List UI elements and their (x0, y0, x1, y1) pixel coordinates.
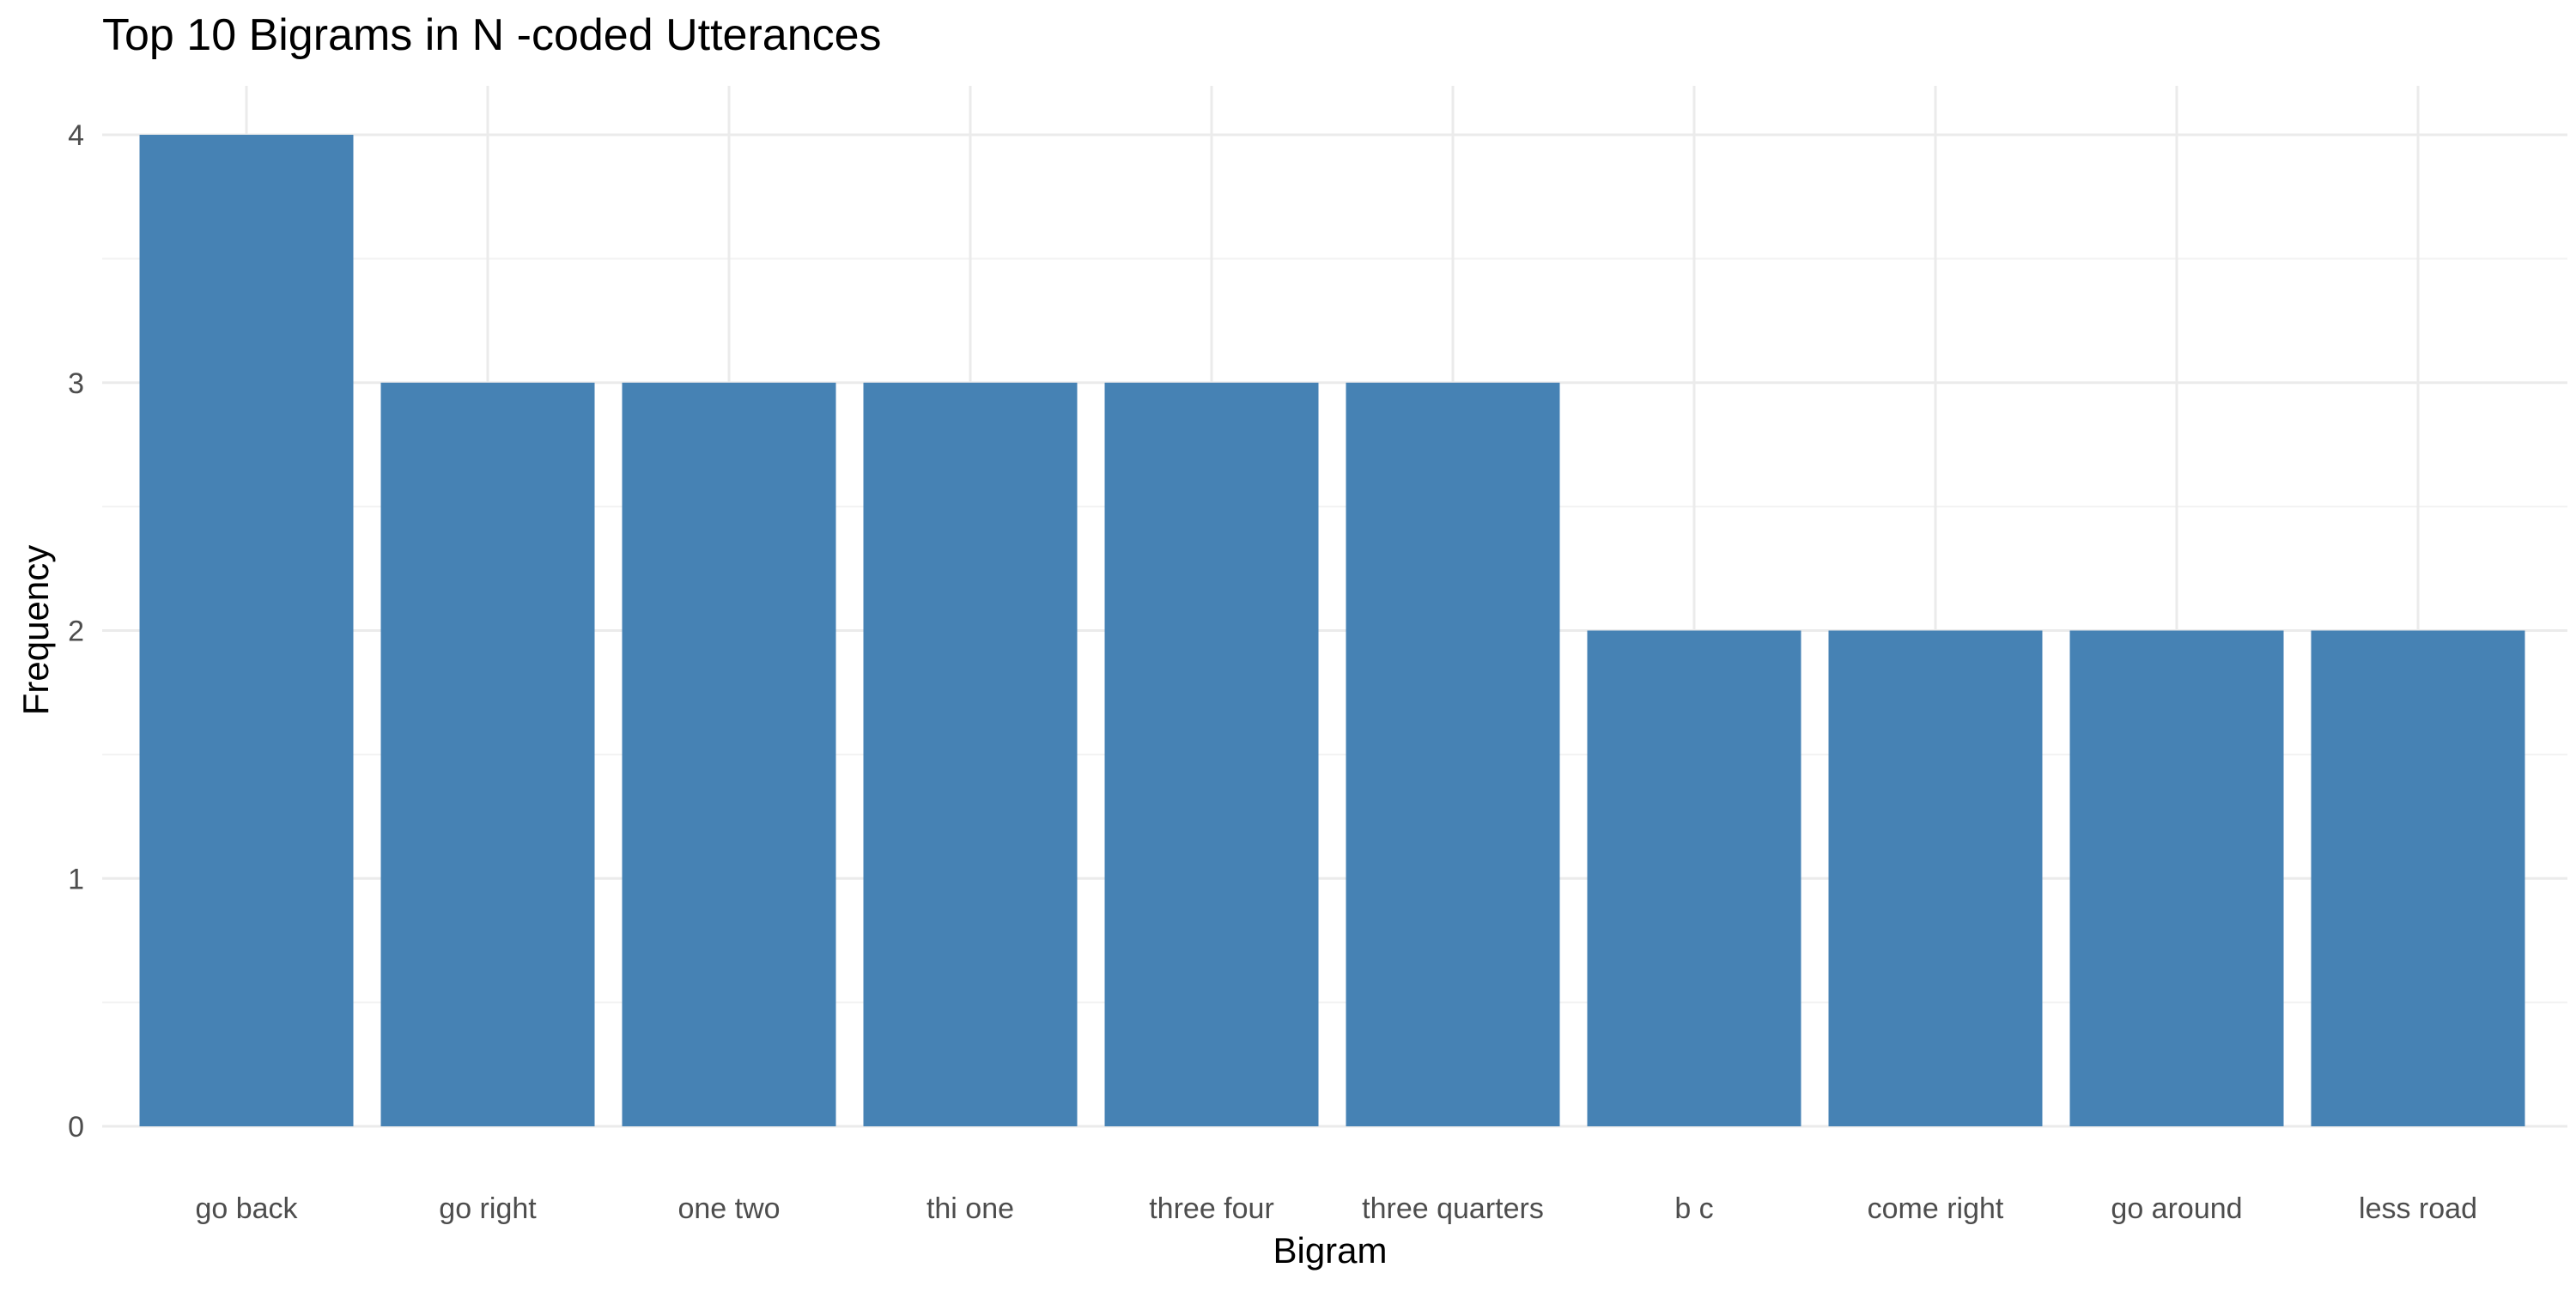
x-tick-label: less road (2359, 1192, 2477, 1225)
y-tick-label: 0 (68, 1111, 84, 1143)
x-tick-label: thi one (927, 1192, 1014, 1225)
bar (863, 382, 1078, 1126)
bar (1346, 382, 1560, 1126)
x-tick-label: b c (1674, 1192, 1713, 1225)
bar (2311, 630, 2525, 1126)
x-axis-ticks: go back go right one two thi one three four t… (195, 1192, 2477, 1225)
x-tick-label: go back (195, 1192, 298, 1225)
bar (380, 382, 595, 1126)
bars (139, 135, 2525, 1126)
y-tick-label: 2 (68, 616, 84, 648)
bar (1587, 630, 1801, 1126)
x-axis-title: Bigram (1273, 1230, 1387, 1271)
bar (1828, 630, 2043, 1126)
bar (2069, 630, 2284, 1126)
y-tick-label: 3 (68, 367, 84, 400)
bar (622, 382, 836, 1126)
y-tick-label: 1 (68, 863, 84, 895)
chart-title: Top 10 Bigrams in N -coded Utterances (102, 10, 882, 60)
y-tick-label: 4 (68, 119, 84, 152)
x-tick-label: three quarters (1362, 1192, 1544, 1225)
bar (1104, 382, 1319, 1126)
x-tick-label: come right (1868, 1192, 2004, 1225)
x-tick-label: one two (677, 1192, 780, 1225)
x-tick-label: go around (2111, 1192, 2242, 1225)
bar (139, 135, 354, 1126)
y-axis-ticks: 0 1 2 3 4 (68, 119, 84, 1143)
y-axis-title: Frequency (15, 545, 56, 715)
x-tick-label: three four (1149, 1192, 1274, 1225)
x-tick-label: go right (439, 1192, 537, 1225)
